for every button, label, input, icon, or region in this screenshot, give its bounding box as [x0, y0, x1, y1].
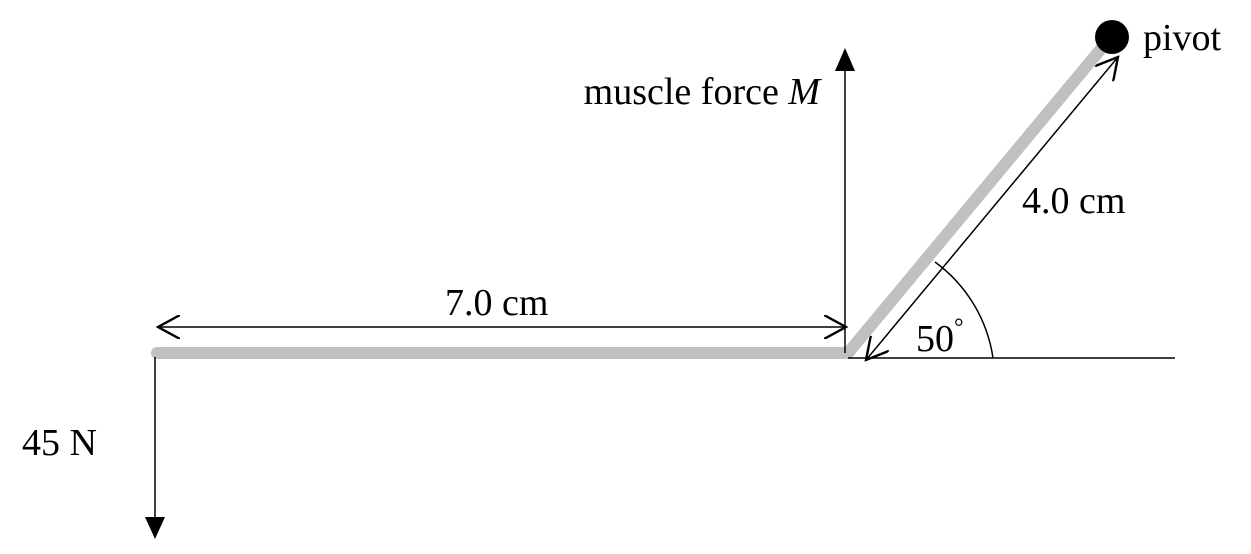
- angle-label: 50°: [916, 315, 964, 360]
- muscle-force-label: muscle force M: [584, 71, 823, 113]
- muscle-force-arrowhead: [835, 48, 855, 71]
- angle-value: 50: [916, 318, 954, 360]
- muscle-force-text: muscle force: [584, 71, 789, 113]
- pivot-dot-icon: [1095, 20, 1129, 54]
- muscle-force-symbol: M: [787, 71, 822, 113]
- load-label: 45 N: [22, 422, 97, 464]
- load-arrowhead: [145, 517, 165, 539]
- angle-degree-sign: °: [954, 315, 964, 341]
- upper-length-label: 4.0 cm: [1022, 180, 1125, 222]
- upper-length-dimension-arrow: [866, 57, 1118, 360]
- pivot-label: pivot: [1143, 17, 1222, 59]
- lower-length-label: 7.0 cm: [445, 282, 548, 324]
